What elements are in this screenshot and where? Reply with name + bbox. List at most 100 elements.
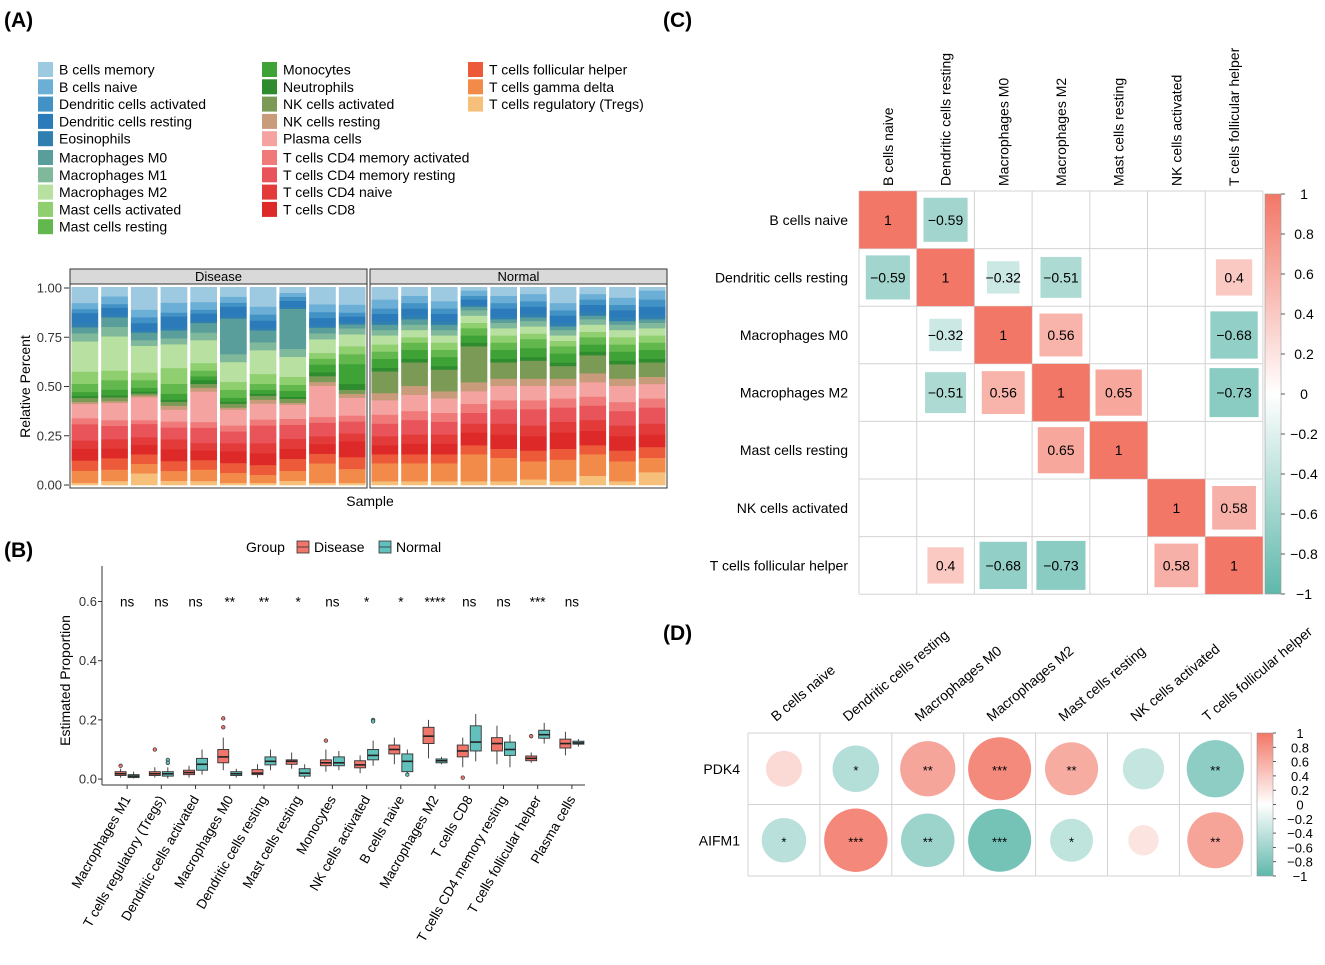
stacked-bar-segment <box>490 458 518 482</box>
stacked-bar-segment <box>519 294 547 302</box>
significance-stars: ** <box>923 763 933 778</box>
stacked-bar-segment <box>638 447 666 459</box>
stacked-bar-segment <box>160 312 188 317</box>
stacked-bar-segment <box>71 482 99 486</box>
stacked-bar-segment <box>160 368 188 385</box>
stacked-bar-segment <box>549 287 577 304</box>
legend-swatch <box>38 219 53 235</box>
heatmap-cell <box>987 261 1020 294</box>
stacked-bar-segment <box>249 425 277 444</box>
stacked-bar-segment <box>101 304 128 309</box>
significance-label: ns <box>462 595 477 610</box>
stacked-bar-segment <box>609 461 636 482</box>
stacked-bar-segment <box>579 337 607 345</box>
stacked-bar-segment <box>130 323 158 332</box>
stacked-bar-segment <box>219 302 247 308</box>
y-tick-label: 0.2 <box>79 712 97 727</box>
stacked-bar-segment <box>219 483 247 486</box>
stacked-bar-segment <box>101 389 128 396</box>
stacked-bar-segment <box>371 308 399 315</box>
cell-value: 0.4 <box>936 557 956 573</box>
stacked-bar-segment <box>401 463 428 482</box>
stacked-bar-segment <box>71 392 99 397</box>
stacked-bar-segment <box>579 420 607 432</box>
cell-value: 1 <box>1057 385 1065 401</box>
colorbar-tick-label: 0 <box>1300 386 1308 402</box>
stacked-bar-segment <box>638 434 666 448</box>
stacked-bar-segment <box>101 448 128 459</box>
stacked-bar-segment <box>309 463 336 484</box>
stacked-bar-segment <box>219 318 247 355</box>
stacked-bar-segment <box>309 386 336 418</box>
stacked-bar-segment <box>430 287 458 302</box>
stacked-bar-segment <box>460 413 488 425</box>
stacked-bar-segment <box>638 306 666 317</box>
stacked-bar-segment <box>371 436 399 446</box>
stacked-bar-segment <box>490 378 518 387</box>
heatmap-cell <box>1154 543 1199 588</box>
stacked-bar-segment <box>430 314 458 322</box>
stacked-bar-segment <box>609 330 636 338</box>
colorbar-tick-label: −0.8 <box>1290 546 1318 562</box>
stacked-bar-segment <box>579 315 607 320</box>
stacked-bar-segment <box>460 404 488 414</box>
heatmap-cell <box>1036 540 1086 590</box>
stacked-bar-segment <box>101 317 128 328</box>
correlation-circle <box>1186 740 1244 798</box>
stacked-bar-segment <box>549 459 577 482</box>
significance-label: * <box>296 595 302 610</box>
stacked-bar-segment <box>279 391 307 398</box>
stacked-bar-segment <box>549 362 577 367</box>
stacked-bar-segment <box>460 445 488 455</box>
stacked-bar-segment <box>579 476 607 486</box>
colorbar <box>1264 193 1282 595</box>
correlation-circle <box>761 817 807 863</box>
stacked-bar-segment <box>101 380 128 391</box>
stacked-bar-segment <box>371 414 399 425</box>
box-outlier <box>221 716 226 721</box>
stacked-bar-segment <box>638 287 666 291</box>
cell-value: −0.32 <box>986 269 1022 285</box>
column-label: T cells follicular helper <box>1226 47 1242 186</box>
stacked-bar-segment <box>519 333 547 340</box>
stacked-bar-segment <box>401 324 428 331</box>
stacked-bar-segment <box>219 389 247 399</box>
stacked-bar-segment <box>460 323 488 329</box>
cell-value: −0.51 <box>1043 269 1079 285</box>
cell-value: −0.59 <box>870 269 906 285</box>
stacked-bar-segment <box>549 386 577 399</box>
stacked-bar-segment <box>101 397 128 402</box>
stacked-bar-segment <box>338 469 366 484</box>
stacked-bar-segment <box>130 395 158 398</box>
stacked-bar-segment <box>430 321 458 326</box>
stacked-bar-segment <box>609 411 636 426</box>
legend-swatch <box>262 167 277 183</box>
stacked-bar-segment <box>190 450 218 461</box>
colorbar-tick-label: −1 <box>1296 586 1312 602</box>
cell-value: 0.65 <box>1047 442 1074 458</box>
stacked-bar-segment <box>338 415 366 422</box>
legend-label: Macrophages M1 <box>59 167 167 183</box>
legend-label: Disease <box>314 539 365 555</box>
stacked-bar-segment <box>519 326 547 335</box>
stacked-bar-segment <box>430 463 458 482</box>
colorbar-tick-label: 0 <box>1296 798 1303 813</box>
stacked-bar-segment <box>371 359 399 369</box>
legend-swatch <box>38 79 53 95</box>
row-label: B cells naive <box>769 212 848 228</box>
legend-swatch <box>262 113 277 129</box>
heatmap-cell <box>1212 485 1256 530</box>
stacked-bar-segment <box>549 323 577 327</box>
heatmap-cell <box>923 197 968 242</box>
cell-value: 0.56 <box>990 385 1017 401</box>
stacked-bar-segment <box>549 422 577 434</box>
stacked-bar-segment <box>549 398 577 408</box>
stacked-bar-segment <box>309 318 336 327</box>
stacked-bar-segment <box>490 362 518 380</box>
stacked-bar-segment <box>609 481 636 486</box>
column-label: Mast cells resting <box>1111 78 1127 186</box>
stacked-bar-segment <box>460 305 488 308</box>
stacked-bar-segment <box>460 306 488 311</box>
stacked-bar-segment <box>279 385 307 392</box>
